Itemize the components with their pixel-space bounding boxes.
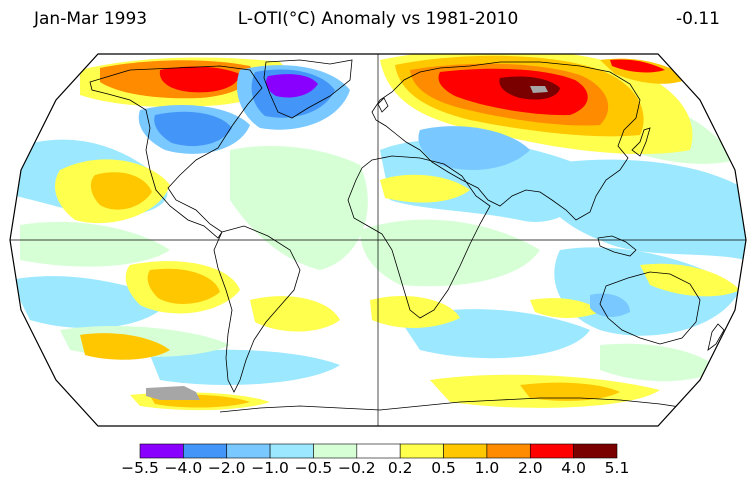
cold-purple-region	[266, 74, 318, 98]
missing-data-patch	[530, 86, 548, 93]
title-left: Jan-Mar 1993	[34, 9, 148, 29]
legend-swatch	[529, 443, 574, 459]
cold-blue-region	[590, 293, 630, 317]
legend-swatch	[573, 443, 618, 459]
coast-new-zealand	[707, 323, 725, 351]
warm-red-region	[159, 66, 240, 93]
title-right: -0.11	[676, 9, 720, 29]
legend-swatch	[486, 443, 531, 459]
legend-tick-label: 4.0	[561, 459, 586, 477]
title-center: L-OTI(°C) Anomaly vs 1981-2010	[237, 9, 519, 29]
light-green-region	[20, 221, 170, 267]
warm-yellow-region	[250, 296, 340, 332]
legend-swatch	[399, 443, 444, 459]
legend-tick-label: 2.0	[517, 459, 543, 477]
legend-tick-label: 0.2	[387, 459, 413, 477]
coast-south-america	[213, 225, 301, 393]
warm-darkred-region	[499, 76, 560, 100]
coast-indonesia	[597, 235, 637, 257]
warm-yellow-region	[370, 296, 460, 328]
legend-swatch	[183, 443, 228, 459]
warm-orange-region	[90, 172, 152, 210]
legend-tick-label: 0.5	[431, 459, 456, 477]
coast-australia	[599, 271, 701, 345]
legend-swatch	[269, 443, 314, 459]
legend-swatch	[443, 443, 488, 459]
anomaly-map	[9, 53, 747, 427]
legend-swatch	[139, 443, 184, 459]
legend-tick-label: −4.0	[164, 459, 203, 477]
legend-tick-label: −0.5	[294, 459, 333, 477]
light-blue-region	[150, 349, 340, 385]
legend-tick-label: −5.5	[121, 459, 159, 477]
coast-antarctica	[219, 397, 701, 413]
globe-outline	[9, 53, 747, 427]
coastlines	[89, 59, 725, 413]
warm-red-region	[610, 59, 665, 73]
warm-orange-region	[520, 382, 620, 401]
warm-orange-region	[147, 268, 220, 304]
light-green-region	[230, 145, 368, 270]
legend-tick-label: −0.2	[337, 459, 376, 477]
light-green-region	[360, 219, 540, 287]
legend-tick-label: −2.0	[207, 459, 246, 477]
coast-uk	[377, 97, 389, 113]
legend-tick-label: 1.0	[474, 459, 500, 477]
legend-swatch	[313, 443, 358, 459]
legend-swatch	[226, 443, 271, 459]
coast-africa	[347, 155, 491, 319]
missing-data-patch	[146, 386, 200, 400]
warm-yellow-region	[640, 263, 740, 297]
coast-north-america	[89, 65, 263, 239]
legend-swatch	[356, 443, 401, 459]
coast-japan	[631, 127, 651, 157]
coast-europe-asia	[371, 61, 641, 221]
legend-tick-label: 5.1	[604, 459, 630, 477]
warm-yellow-region	[530, 298, 600, 318]
warm-yellow-region	[380, 174, 470, 203]
cold-blue-region	[418, 126, 530, 170]
coast-greenland	[263, 59, 353, 119]
light-blue-region	[520, 159, 746, 260]
legend-tick-label: −1.0	[251, 459, 289, 477]
cold-mediumblue-region	[154, 111, 232, 147]
light-green-region	[600, 343, 720, 382]
warm-orange-region	[80, 333, 170, 360]
